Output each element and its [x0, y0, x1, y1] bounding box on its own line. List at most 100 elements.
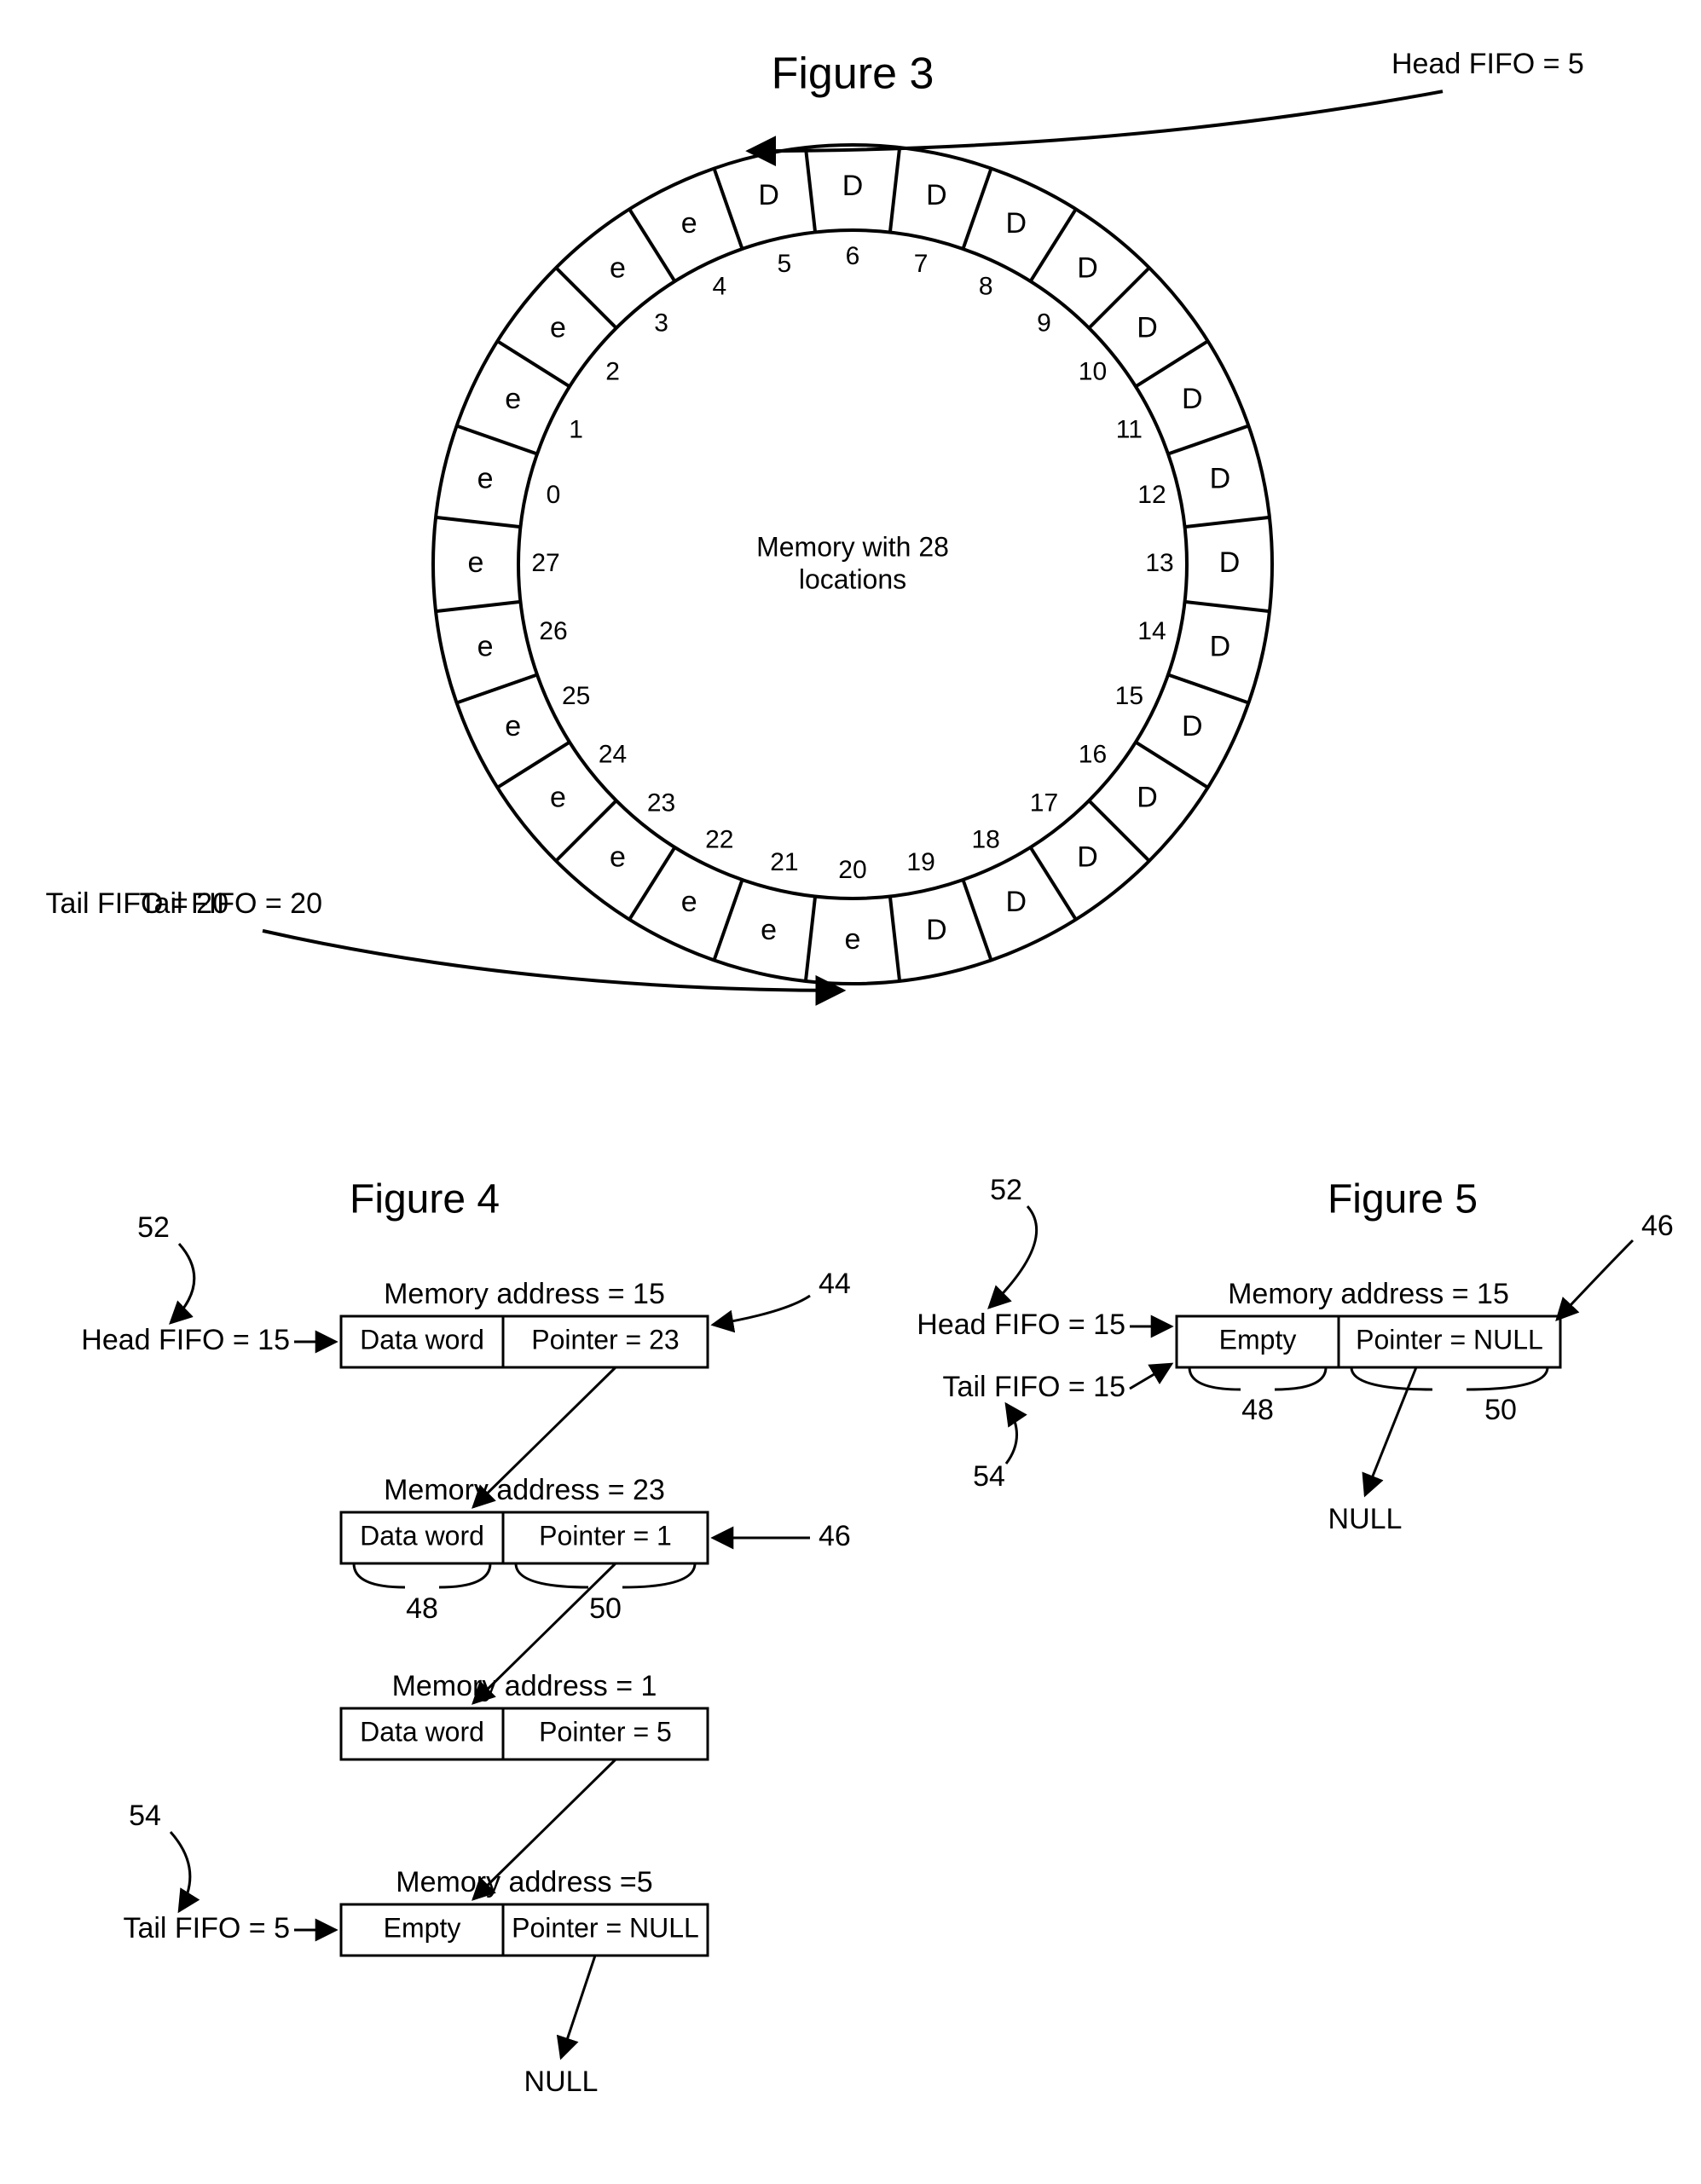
ring-index-2: 2: [605, 357, 620, 385]
fig4-ref-50: 50: [589, 1592, 622, 1625]
fig4-tail-label: Tail FIFO = 5: [123, 1912, 290, 1944]
ring-cell-27: e: [468, 546, 484, 579]
center-text-2: locations: [799, 563, 906, 594]
ring-cell-25: e: [505, 710, 521, 742]
ring-index-16: 16: [1079, 740, 1107, 768]
ring-index-0: 0: [547, 481, 561, 509]
fig5-ref-52: 52: [990, 1174, 1022, 1206]
ring-index-24: 24: [599, 740, 627, 768]
fig4-head-label: Head FIFO = 15: [81, 1324, 290, 1356]
fig4-addr-0: Memory address = 15: [384, 1278, 665, 1310]
ring-index-21: 21: [770, 848, 798, 876]
center-text-1: Memory with 28: [756, 531, 949, 562]
fig4-null-arrow: [561, 1956, 595, 2058]
ring-cell-13: D: [1219, 546, 1241, 579]
figure-5-title: Figure 5: [1328, 1177, 1478, 1222]
fig4-null-label: NULL: [524, 2066, 599, 2098]
ring-cell-22: e: [681, 886, 697, 918]
fig4-addr-2: Memory address = 1: [392, 1670, 657, 1702]
ring-cell-24: e: [550, 782, 566, 814]
page: Figure 3e0e1e2e3e4D5D6D7D8D9D10D11D12D13…: [0, 0, 1701, 2184]
ring-index-13: 13: [1145, 549, 1173, 577]
ring-index-19: 19: [906, 848, 934, 876]
diagram-svg: Figure 3e0e1e2e3e4D5D6D7D8D9D10D11D12D13…: [0, 0, 1701, 2184]
fig4-right-0: Pointer = 23: [531, 1324, 679, 1355]
ring-cell-23: e: [610, 841, 626, 874]
ring-index-18: 18: [972, 825, 1000, 853]
figure-3: Figure 3e0e1e2e3e4D5D6D7D8D9D10D11D12D13…: [46, 48, 1584, 991]
figure-4: Figure 4 Memory address = 15 Data word Poin…: [81, 1177, 851, 2098]
ring-index-12: 12: [1137, 481, 1166, 509]
fig4-addr-1: Memory address = 23: [384, 1474, 665, 1506]
ring-index-6: 6: [846, 242, 860, 270]
ring-index-1: 1: [569, 416, 583, 444]
ring-cell-3: e: [610, 251, 626, 284]
fig4-right-1: Pointer = 1: [539, 1520, 672, 1551]
head-fifo-label: Head FIFO = 5: [1391, 48, 1584, 80]
ring-cell-7: D: [926, 179, 947, 211]
ring-index-17: 17: [1030, 789, 1058, 817]
ring-cell-8: D: [1005, 207, 1027, 240]
ring-cell-26: e: [477, 630, 494, 662]
fig4-left-3: Empty: [384, 1912, 461, 1943]
ring-index-7: 7: [914, 250, 929, 278]
head-fifo-arrow: [749, 91, 1443, 151]
ring-cell-18: D: [1005, 886, 1027, 918]
ring-cell-1: e: [505, 383, 521, 415]
ring-index-5: 5: [778, 250, 792, 278]
fig4-right-2: Pointer = 5: [539, 1716, 672, 1747]
fig5-left: Empty: [1219, 1324, 1297, 1355]
ring-cell-4: e: [681, 207, 697, 240]
ring-cell-9: D: [1077, 251, 1098, 284]
ring-cell-20: e: [845, 923, 861, 956]
ring-cell-14: D: [1210, 630, 1231, 662]
fig4-ref-52: 52: [137, 1211, 170, 1244]
ring-index-11: 11: [1116, 416, 1143, 444]
ring-index-14: 14: [1137, 617, 1166, 645]
fig5-ref-54: 54: [973, 1460, 1005, 1493]
fig5-right: Pointer = NULL: [1356, 1324, 1543, 1355]
ring-index-3: 3: [654, 309, 668, 337]
tail-fifo-label: Tail FIFO = 20: [140, 887, 322, 920]
figure-3-title: Figure 3: [772, 49, 934, 99]
ring-cell-16: D: [1137, 782, 1158, 814]
ring-index-8: 8: [979, 273, 993, 301]
ring-index-25: 25: [562, 682, 590, 710]
fig5-ref-46: 46: [1641, 1210, 1674, 1242]
fig4-left-2: Data word: [360, 1716, 484, 1747]
fig4-ref-46: 46: [819, 1520, 851, 1552]
fig5-head-label: Head FIFO = 15: [917, 1309, 1125, 1341]
ring-cell-11: D: [1182, 383, 1203, 415]
fig4-addr-3: Memory address =5: [396, 1866, 652, 1898]
ring-index-26: 26: [539, 617, 567, 645]
ring-cell-21: e: [761, 914, 777, 946]
figure-4-title: Figure 4: [350, 1177, 500, 1222]
fig4-ref-54: 54: [129, 1800, 161, 1832]
fig4-left-1: Data word: [360, 1520, 484, 1551]
fig4-ref-44: 44: [819, 1268, 851, 1300]
ring-cell-10: D: [1137, 311, 1158, 344]
fig5-ref-50: 50: [1484, 1394, 1517, 1426]
tail-fifo-arrow: [263, 931, 843, 991]
fig5-addr: Memory address = 15: [1228, 1278, 1509, 1310]
fig4-ref-48: 48: [406, 1592, 438, 1625]
fig5-tail-label: Tail FIFO = 15: [943, 1371, 1125, 1403]
fig4-right-3: Pointer = NULL: [512, 1912, 699, 1943]
ring-cell-17: D: [1077, 841, 1098, 874]
ring-index-9: 9: [1037, 309, 1051, 337]
fig5-ref-48: 48: [1241, 1394, 1274, 1426]
fig5-null-label: NULL: [1328, 1503, 1403, 1535]
figure-5: Figure 5 Memory address = 15 Empty Pointer …: [917, 1174, 1674, 1535]
ring-index-27: 27: [531, 549, 559, 577]
ring-cell-2: e: [550, 311, 566, 344]
ring-cell-0: e: [477, 463, 494, 495]
ring-index-10: 10: [1079, 357, 1107, 385]
fig4-left-0: Data word: [360, 1324, 484, 1355]
ring-index-23: 23: [647, 789, 675, 817]
ring-index-4: 4: [712, 273, 726, 301]
ring-cell-19: D: [926, 914, 947, 946]
ring-cell-5: D: [758, 179, 779, 211]
ring-cell-12: D: [1210, 463, 1231, 495]
ring-cell-15: D: [1182, 710, 1203, 742]
ring-cell-6: D: [842, 170, 864, 202]
